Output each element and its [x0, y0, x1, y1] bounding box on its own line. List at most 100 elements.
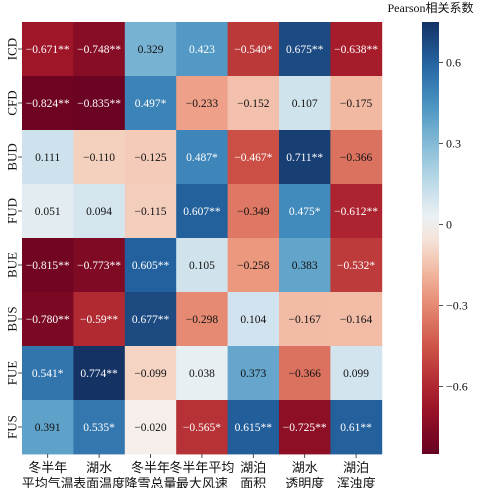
- cell-value-label: 0.423: [189, 44, 215, 56]
- heatmap-cell: [73, 238, 126, 293]
- cell-value-label: −0.638**: [334, 44, 378, 56]
- cell-value-label: −0.233: [186, 98, 219, 110]
- colorbar-title: Pearson相关系数: [388, 0, 474, 15]
- cell-value-label: −0.748**: [77, 44, 121, 56]
- heatmap-cell: [176, 238, 228, 293]
- column-label-line1: 冬半年平均: [169, 460, 234, 475]
- heatmap-cell: [279, 22, 331, 77]
- cell-value-label: 0.111: [35, 152, 60, 164]
- cell-value-label: −0.349: [237, 206, 270, 218]
- column-label-line2: 面积: [240, 476, 266, 488]
- heatmap-cell: [330, 292, 383, 347]
- cell-value-label: 0.099: [343, 368, 369, 380]
- row-label: ICD: [5, 38, 20, 60]
- heatmap-cell: [279, 346, 331, 401]
- row-label: FUD: [5, 198, 20, 224]
- heatmap-cell: [176, 292, 228, 347]
- heatmap-cell: [176, 346, 228, 401]
- heatmap-cell: [22, 22, 74, 77]
- heatmap-cell: [124, 238, 177, 293]
- colorbar-ticks: 0.6 0.3 0 −0.3 −0.6: [439, 56, 468, 394]
- cell-value-label: −0.824**: [26, 98, 70, 110]
- column-label-line1: 冬半年: [28, 460, 67, 475]
- column-label-line2: 降雪总量: [124, 476, 176, 488]
- heatmap-cell: [73, 22, 126, 77]
- heatmap-cell: [227, 22, 280, 77]
- cell-value-label: −0.366: [340, 152, 373, 164]
- heatmap-cell: [124, 184, 177, 239]
- heatmap-cell: [176, 130, 228, 185]
- row-label: BUD: [5, 143, 20, 170]
- heatmap-cell: [73, 130, 126, 185]
- cell-value-label: −0.773**: [77, 260, 121, 272]
- cell-value-label: −0.298: [186, 314, 219, 326]
- cell-value-label: 0.383: [292, 260, 318, 272]
- column-label-line1: 湖泊: [343, 460, 369, 475]
- cell-value-label: −0.835**: [77, 98, 121, 110]
- cell-value-label: 0.391: [35, 422, 61, 434]
- cell-value-label: −0.152: [237, 98, 270, 110]
- heatmap-cell: [279, 130, 331, 185]
- colorbar-tick-label: 0: [446, 218, 452, 232]
- heatmap-cell: [330, 76, 383, 131]
- cell-value-label: −0.258: [237, 260, 270, 272]
- cell-value-label: −0.59**: [80, 314, 118, 326]
- column-label-line2: 浑浊度: [337, 476, 376, 488]
- cell-value-label: 0.373: [240, 368, 266, 380]
- colorbar-tick-label: −0.6: [446, 380, 468, 394]
- heatmap-cell: [73, 184, 126, 239]
- heatmap-cell: [227, 184, 280, 239]
- cell-value-label: −0.532*: [337, 260, 375, 272]
- cell-value-label: 0.605**: [132, 260, 170, 272]
- cell-value-label: −0.671**: [26, 44, 70, 56]
- cell-value-label: 0.497*: [135, 98, 167, 110]
- heatmap-cell: [124, 130, 177, 185]
- cell-value-label: 0.475*: [289, 206, 321, 218]
- column-label-line1: 湖水: [292, 460, 318, 475]
- cell-value-label: 0.487*: [186, 152, 218, 164]
- cell-value-label: −0.110: [83, 152, 115, 164]
- cell-value-label: 0.675**: [286, 44, 324, 56]
- heatmap-cell: [227, 400, 280, 455]
- column-label-line2: 平均气温: [22, 476, 74, 488]
- heatmap-cell: [176, 22, 228, 77]
- heatmap-cell: [176, 400, 228, 455]
- heatmap-cell: [22, 76, 74, 131]
- column-label-line2: 表面温度: [73, 476, 125, 488]
- column-label-line2: 最大风速: [176, 476, 228, 488]
- heatmap-cell: [22, 184, 74, 239]
- heatmap-cell: [22, 238, 74, 293]
- cell-value-label: −0.020: [134, 422, 167, 434]
- cell-value-label: −0.125: [134, 152, 167, 164]
- column-tick-labels: 冬半年平均气温湖水表面温度冬半年降雪总量冬半年平均最大风速湖泊面积湖水透明度湖泊…: [22, 454, 376, 488]
- heatmap-cell: [330, 238, 383, 293]
- row-label: CFD: [5, 90, 20, 115]
- heatmap-cell: [176, 184, 228, 239]
- colorbar-tick-label: 0.6: [446, 56, 461, 70]
- cell-value-label: −0.815**: [26, 260, 70, 272]
- heatmap-cell: [227, 130, 280, 185]
- row-label: BUE: [5, 252, 20, 278]
- heatmap-cell-labels: −0.671** −0.748** 0.329 0.423 −0.540* 0.675**…: [26, 44, 379, 434]
- heatmap-cell: [330, 400, 383, 455]
- cell-value-label: 0.61**: [340, 422, 372, 434]
- heatmap-cell: [176, 76, 228, 131]
- cell-value-label: −0.115: [135, 206, 167, 218]
- cell-value-label: 0.541*: [32, 368, 64, 380]
- heatmap-cell: [227, 76, 280, 131]
- heatmap-cells: [22, 22, 383, 455]
- cell-value-label: −0.099: [134, 368, 167, 380]
- cell-value-label: −0.565*: [183, 422, 221, 434]
- cell-value-label: 0.094: [86, 206, 112, 218]
- cell-value-label: −0.725**: [283, 422, 327, 434]
- cell-value-label: −0.167: [289, 314, 322, 326]
- row-label: FUE: [5, 361, 20, 386]
- heatmap-cell: [124, 292, 177, 347]
- column-label-line1: 冬半年: [131, 460, 170, 475]
- heatmap-cell: [330, 346, 383, 401]
- heatmap-cell: [22, 400, 74, 455]
- colorbar-tick-label: −0.3: [446, 299, 468, 313]
- cell-value-label: −0.175: [340, 98, 373, 110]
- heatmap-cell: [73, 346, 126, 401]
- cell-value-label: 0.774**: [80, 368, 118, 380]
